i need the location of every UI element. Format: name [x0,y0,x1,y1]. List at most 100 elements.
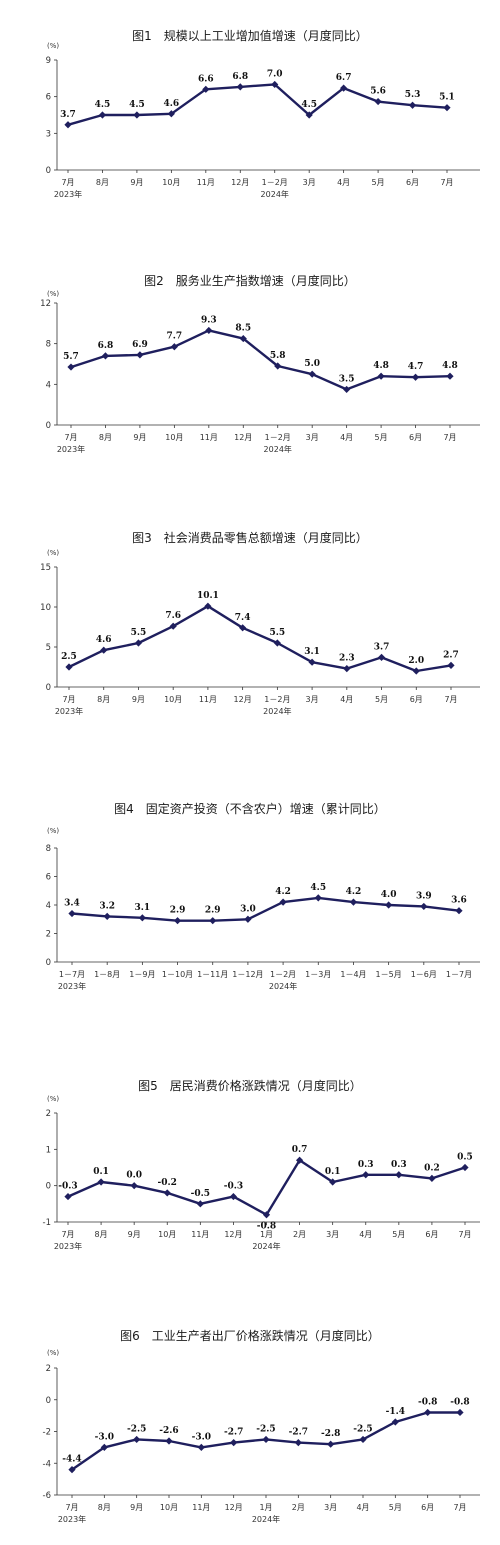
data-point [274,362,282,370]
data-label: 7.7 [167,332,183,342]
data-point [239,334,247,343]
x-tick-label: 9月 [130,178,143,187]
x-tick-label: 1－3月 [305,970,331,979]
data-label: 4.2 [346,887,362,897]
x-tick-label: 1－9月 [129,970,155,979]
data-label: -2.7 [224,1428,243,1438]
x-tick-label: 9月 [130,1503,143,1512]
data-point [294,1439,302,1447]
data-label: 3.9 [416,891,432,901]
x-tick-label: 1－11月 [197,970,228,979]
y-unit-label: (%) [47,827,59,835]
year-label: 2023年 [58,1514,86,1524]
data-label: 3.6 [451,896,467,906]
x-tick-label: 7月 [62,695,75,704]
x-tick-label: 2月 [292,1503,305,1512]
x-tick-label: 1－12月 [232,970,263,979]
data-point [202,85,210,93]
data-point [424,1408,432,1417]
data-point [68,909,76,918]
data-label: 4.0 [381,890,397,900]
data-label: -0.8 [257,1222,276,1232]
chart-title: 图1 规模以上工业增加值增速（月度同比） [132,28,368,43]
chart-title: 图5 居民消费价格涨跌情况（月度同比） [138,1078,362,1093]
data-label: 5.1 [439,93,455,103]
y-tick-label: 9 [46,56,51,66]
year-label: 2024年 [252,1241,280,1251]
data-label: 4.5 [301,100,317,110]
x-tick-label: 3月 [306,695,319,704]
data-label: -0.5 [191,1189,210,1199]
y-tick-label: 15 [40,563,51,573]
data-point [271,80,279,89]
data-point [359,1435,367,1444]
data-point [196,1200,204,1208]
x-tick-label: 1－4月 [340,970,366,979]
data-point [239,624,247,632]
x-tick-label: 8月 [97,695,110,704]
x-tick-label: 1－7月 [446,970,472,979]
y-tick-label: 3 [46,129,51,139]
x-tick-label: 9月 [128,1230,141,1239]
data-label: 4.5 [95,100,111,110]
data-label: 6.6 [198,74,214,84]
data-label: 5.7 [63,352,79,362]
data-label: 5.5 [270,628,286,638]
data-point [136,351,144,359]
x-tick-label: 5月 [392,1230,405,1239]
x-tick-label: 7月 [458,1230,471,1239]
data-label: 4.5 [129,100,145,110]
x-tick-label: 7月 [453,1503,466,1512]
data-label: 0.1 [93,1167,109,1177]
data-point [230,1439,238,1447]
data-point [412,667,420,675]
data-point [279,898,287,906]
x-tick-label: 10月 [164,695,182,704]
data-point [456,1408,464,1417]
data-label: 2.3 [339,654,355,664]
data-label: 4.2 [275,887,291,897]
data-label: -2.5 [256,1424,275,1434]
y-unit-label: (%) [47,549,59,557]
year-label: 2023年 [54,189,82,199]
x-tick-label: 12月 [225,1503,243,1512]
x-tick-label: 11月 [197,178,215,187]
data-point [428,1174,436,1182]
y-tick-label: 0 [46,958,51,968]
chart-5: 图5 居民消费价格涨跌情况（月度同比） (%) -1 0 1 2 7月 8月 9月 10月 11月 1… [43,1078,480,1251]
y-unit-label: (%) [47,1349,59,1357]
x-tick-label: 7月 [61,178,74,187]
x-tick-label: 1－5月 [376,970,402,979]
data-label: -3.0 [95,1432,114,1442]
data-point [446,372,454,380]
data-point [308,658,316,666]
x-tick-label: 8月 [98,1503,111,1512]
data-point [64,1192,72,1201]
chart-title: 图4 固定资产投资（不含农户）增速（累计同比） [114,801,386,816]
data-label: 0.0 [126,1171,142,1181]
data-point [165,1437,173,1445]
chart-title: 图3 社会消费品零售总额增速（月度同比） [132,530,368,545]
y-tick-label: 6 [46,873,51,883]
data-label: 3.7 [60,110,76,120]
x-tick-label: 6月 [406,178,419,187]
data-label: -2.5 [353,1424,372,1434]
year-label: 2024年 [269,981,297,991]
data-label: 0.2 [424,1163,440,1173]
data-label: 10.1 [197,591,219,601]
data-point [134,639,143,647]
data-label: 3.0 [240,904,256,914]
data-point [130,1182,138,1190]
data-label: -0.3 [224,1182,243,1192]
x-tick-label: 7月 [61,1230,74,1239]
data-label: 3.1 [135,903,151,913]
data-label: 0.7 [292,1145,308,1155]
x-tick-label: 4月 [356,1503,369,1512]
data-label: 2.5 [61,652,77,662]
data-label: 3.4 [64,899,80,909]
x-tick-label: 5月 [372,178,385,187]
data-point [133,111,141,119]
data-point [229,1192,238,1201]
chart-6: 图6 工业生产者出厂价格涨跌情况（月度同比） (%) -6 -4 -2 0 2 7月 8月 9月 1… [43,1328,480,1524]
data-label: 4.8 [373,361,389,371]
